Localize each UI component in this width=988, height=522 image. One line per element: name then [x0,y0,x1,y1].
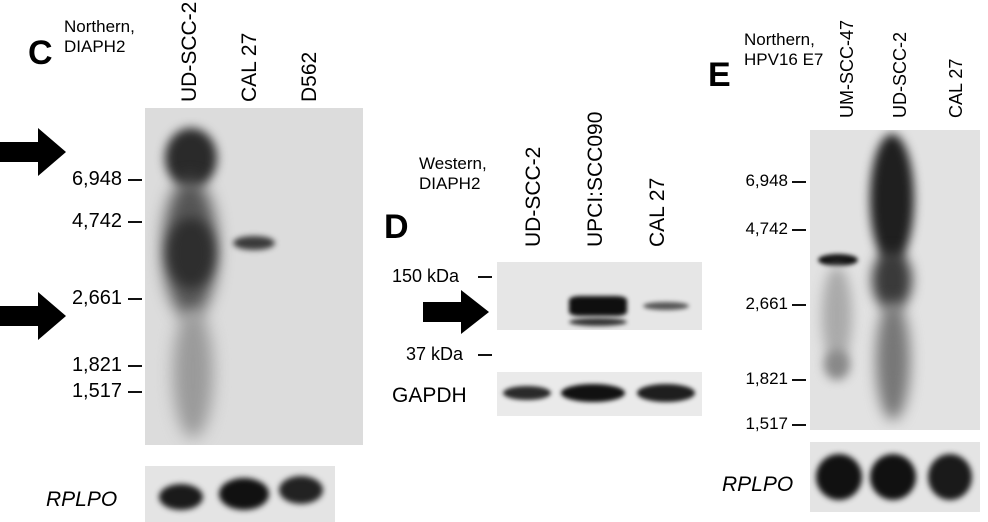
panel-c-arrow-top [0,128,66,176]
panel-e-lane-2: UD-SCC-2 [890,31,910,118]
panel-e-size-6948: 6,948 [745,171,788,190]
panel-d-western-blot [497,262,702,330]
panel-d-marker-37: 37 kDa [406,344,464,364]
panel-e-rplpo-label: RPLPO [722,473,794,496]
panel-c-rplpo-blot [145,466,335,522]
panel-c-northern-blot [145,108,363,445]
panel-e-label-line1: Northern, [744,30,815,49]
panel-e-size-4742: 4,742 [745,219,788,238]
panel-c-arrow-bottom [0,292,66,340]
panel-c-rplpo-label: RPLPO [46,488,118,511]
panel-c-tick-1821 [128,365,142,367]
panel-e-lane-3: CAL 27 [946,58,966,118]
panel-d-lane-1: UD-SCC-2 [522,146,545,247]
panel-e-size-2661: 2,661 [745,294,788,313]
panel-e-tick-1517 [792,424,806,426]
panel-d-gapdh-blot [497,372,702,416]
panel-d-tick-37 [478,354,492,356]
panel-d-marker-150: 150 kDa [392,266,460,286]
panel-e-tick-4742 [792,229,806,231]
panel-d-label-line1: Western, [419,154,487,173]
panel-c-lane-1: UD-SCC-2 [178,1,201,102]
panel-c-size-2661: 2,661 [71,287,122,309]
panel-e-letter: E [708,56,731,94]
panel-d-arrow [423,290,489,334]
panel-d-gapdh-label: GAPDH [392,384,467,407]
panel-c-size-1821: 1,821 [71,354,122,376]
panel-c-tick-2661 [128,298,142,300]
panel-d-lane-3: CAL 27 [646,177,669,247]
panel-d-lane-2: UPCI:SCC090 [584,111,607,247]
panel-e-size-1821: 1,821 [745,369,788,388]
panel-e-northern-blot [810,130,980,430]
panel-c-tick-1517 [128,391,142,393]
panel-d-tick-150 [478,276,492,278]
panel-c-size-6948: 6,948 [71,168,122,190]
panel-c-size-1517: 1,517 [71,380,122,402]
panel-e-tick-1821 [792,379,806,381]
panel-c-label-line2: DIAPH2 [64,37,126,56]
panel-c-size-4742: 4,742 [71,210,122,232]
panel-c-lane-2: CAL 27 [238,32,261,102]
panel-c-tick-4742 [128,221,142,223]
panel-e-label-line2: HPV16 E7 [744,50,824,69]
panel-e-size-1517: 1,517 [745,414,788,433]
panel-e-tick-6948 [792,181,806,183]
panel-e-tick-2661 [792,304,806,306]
panel-c-lane-3: D562 [298,51,321,102]
panel-c-letter: C [28,34,53,72]
panel-c-tick-6948 [128,179,142,181]
panel-d-label-line2: DIAPH2 [419,174,481,193]
panel-e-rplpo-blot [810,442,980,512]
panel-c-label-line1: Northern, [64,17,135,36]
panel-d-letter: D [384,208,409,246]
panel-e-lane-1: UM-SCC-47 [837,19,857,118]
